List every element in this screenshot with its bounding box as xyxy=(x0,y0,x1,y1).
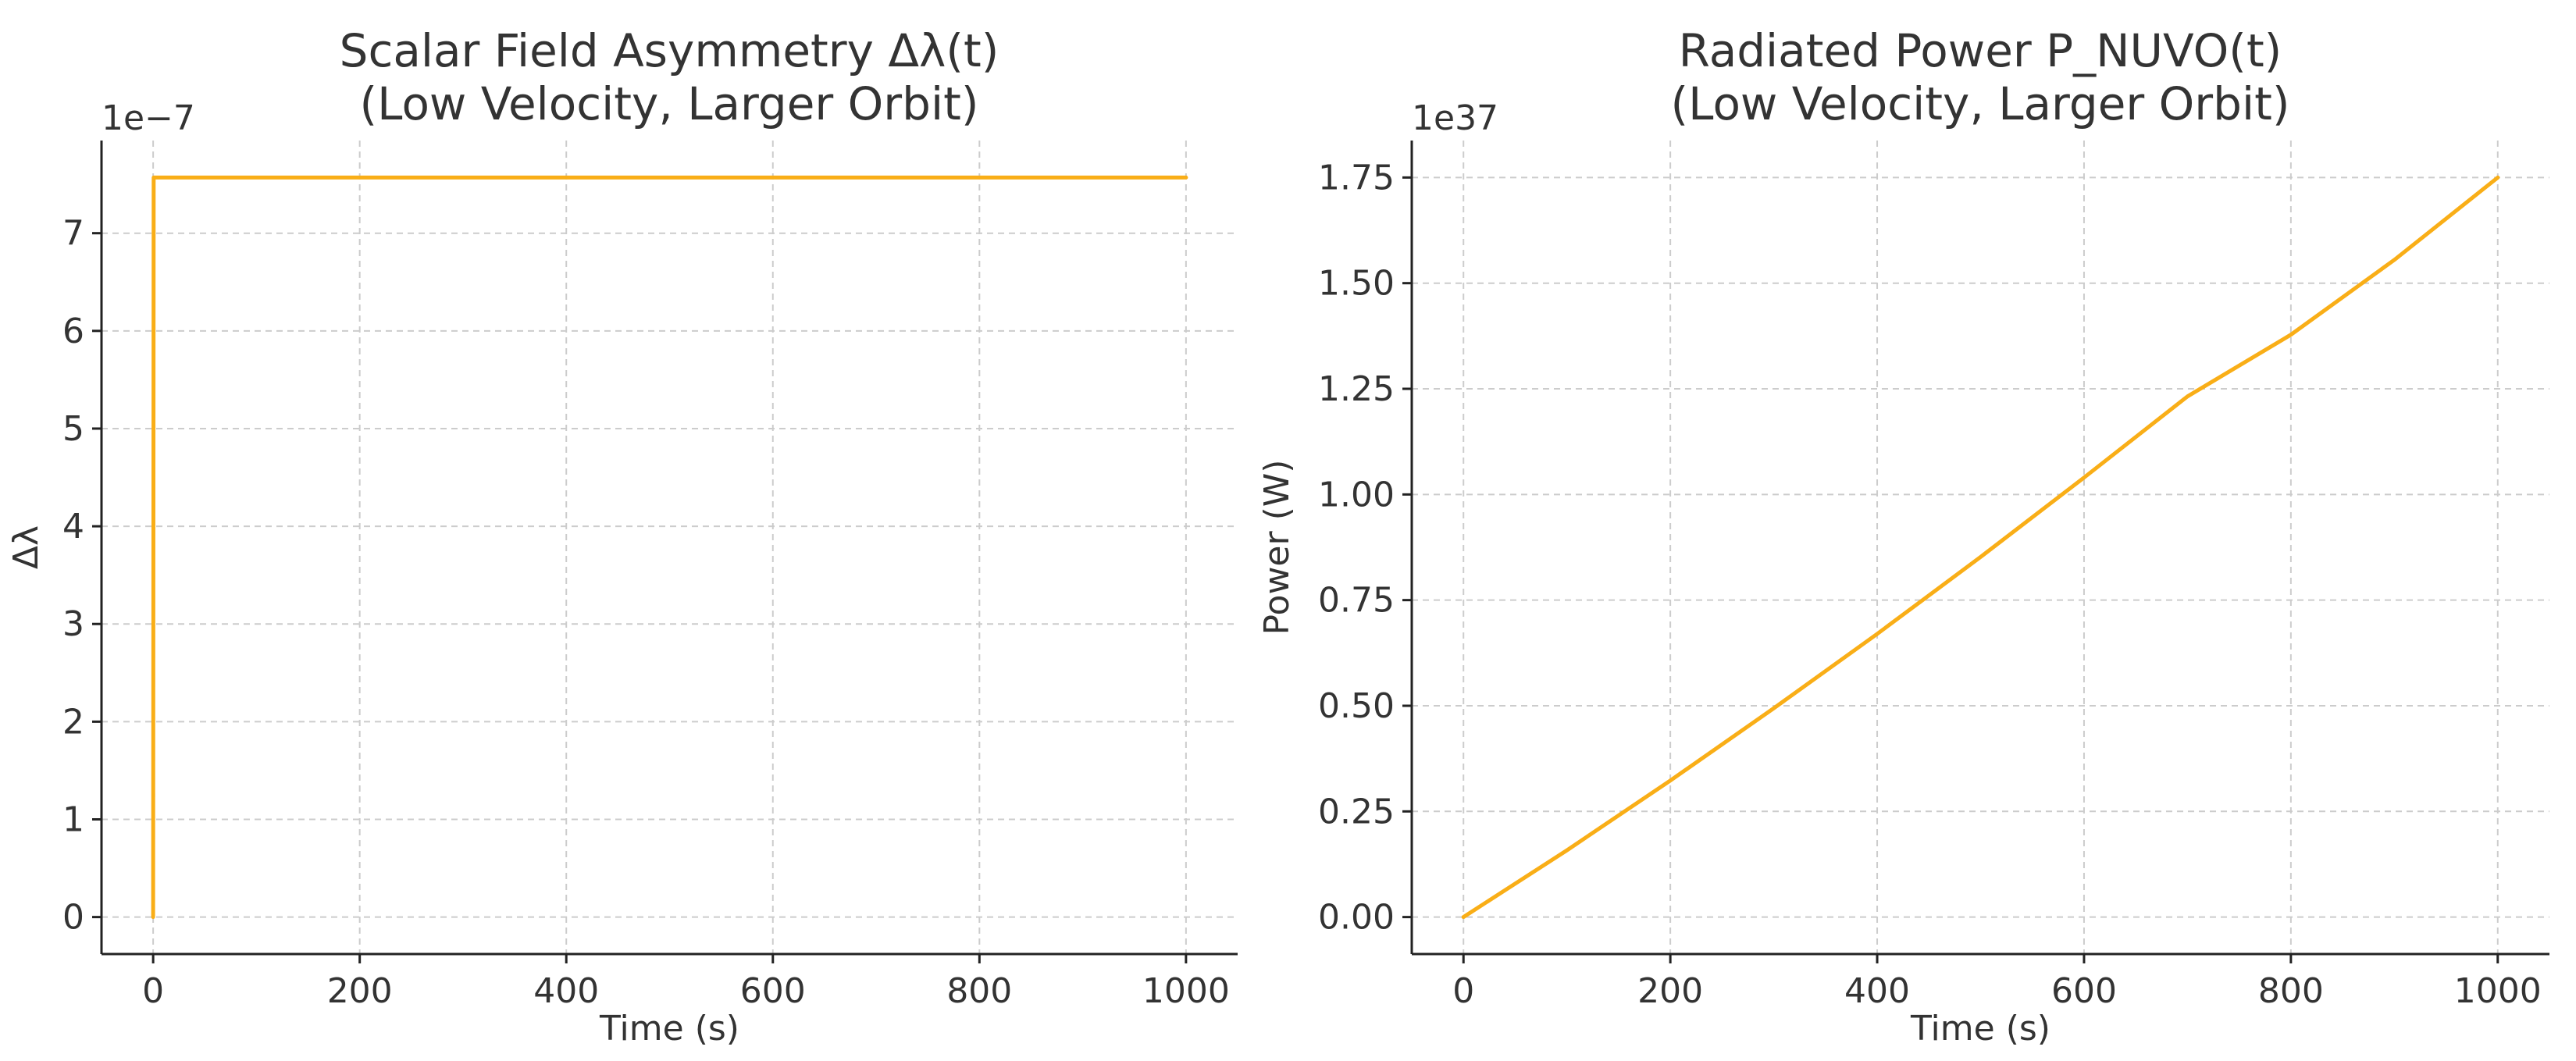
x-tick-label: 0 xyxy=(142,971,164,1011)
y-tick-label: 0.25 xyxy=(1318,792,1395,831)
x-axis-label: Time (s) xyxy=(599,1009,739,1049)
x-tick-label: 400 xyxy=(533,971,599,1011)
y-axis-label: Power (W) xyxy=(1257,460,1297,636)
chart-title-line: Scalar Field Asymmetry Δλ(t) xyxy=(340,24,999,77)
series-line-1 xyxy=(1461,175,2500,920)
series-line-1 xyxy=(151,175,1188,920)
chart-panel-2: 0 200 400 600 800 1000 0.00 0.25 0.50 0.75 1.00 1.2… xyxy=(1257,24,2549,1049)
y-tick-label: 1.25 xyxy=(1318,369,1395,409)
x-tick-label: 400 xyxy=(1844,971,1910,1011)
x-tick-label: 600 xyxy=(740,971,806,1011)
y-tick-label: 1 xyxy=(62,800,84,840)
chart-title-line: (Low Velocity, Larger Orbit) xyxy=(360,77,979,130)
x-tick-label: 200 xyxy=(327,971,393,1011)
axis-offset-label: 1e37 xyxy=(1412,98,1498,138)
x-tick-label: 600 xyxy=(2051,971,2117,1011)
chart-panel-1: 0 200 400 600 800 1000 0 1 2 3 4 5 6 7 1e−7 Scalar Fiel… xyxy=(6,24,1238,1049)
x-tick-label: 1000 xyxy=(2454,971,2542,1011)
chart-title: Scalar Field Asymmetry Δλ(t) (Low Velocit… xyxy=(340,24,999,130)
y-tick-label: 0.50 xyxy=(1318,686,1395,726)
x-tick-label: 800 xyxy=(2258,971,2324,1011)
y-tick-label: 1.50 xyxy=(1318,264,1395,304)
y-tick-label: 0.75 xyxy=(1318,581,1395,621)
y-tick-label: 3 xyxy=(62,604,84,644)
x-tick-label: 0 xyxy=(1452,971,1474,1011)
x-tick-label: 1000 xyxy=(1142,971,1230,1011)
y-tick-label: 2 xyxy=(62,702,84,742)
x-axis-label: Time (s) xyxy=(1910,1009,2050,1049)
y-tick-label: 4 xyxy=(62,507,84,547)
y-tick-label: 7 xyxy=(62,214,84,254)
chart-title-line: (Low Velocity, Larger Orbit) xyxy=(1671,77,2290,130)
chart-title-line: Radiated Power P_NUVO(t) xyxy=(1679,24,2282,77)
x-tick-label: 800 xyxy=(946,971,1012,1011)
y-axis-label: Δλ xyxy=(6,525,46,569)
axis-offset-label: 1e−7 xyxy=(102,98,195,138)
y-tick-label: 1.00 xyxy=(1318,475,1395,514)
y-tick-label: 1.75 xyxy=(1318,158,1395,198)
y-tick-label: 0 xyxy=(62,898,84,938)
y-tick-label: 0.00 xyxy=(1318,898,1395,938)
y-tick-label: 5 xyxy=(62,409,84,449)
y-tick-label: 6 xyxy=(62,312,84,351)
x-tick-label: 200 xyxy=(1637,971,1703,1011)
chart-title: Radiated Power P_NUVO(t) (Low Velocity, L… xyxy=(1671,24,2290,130)
